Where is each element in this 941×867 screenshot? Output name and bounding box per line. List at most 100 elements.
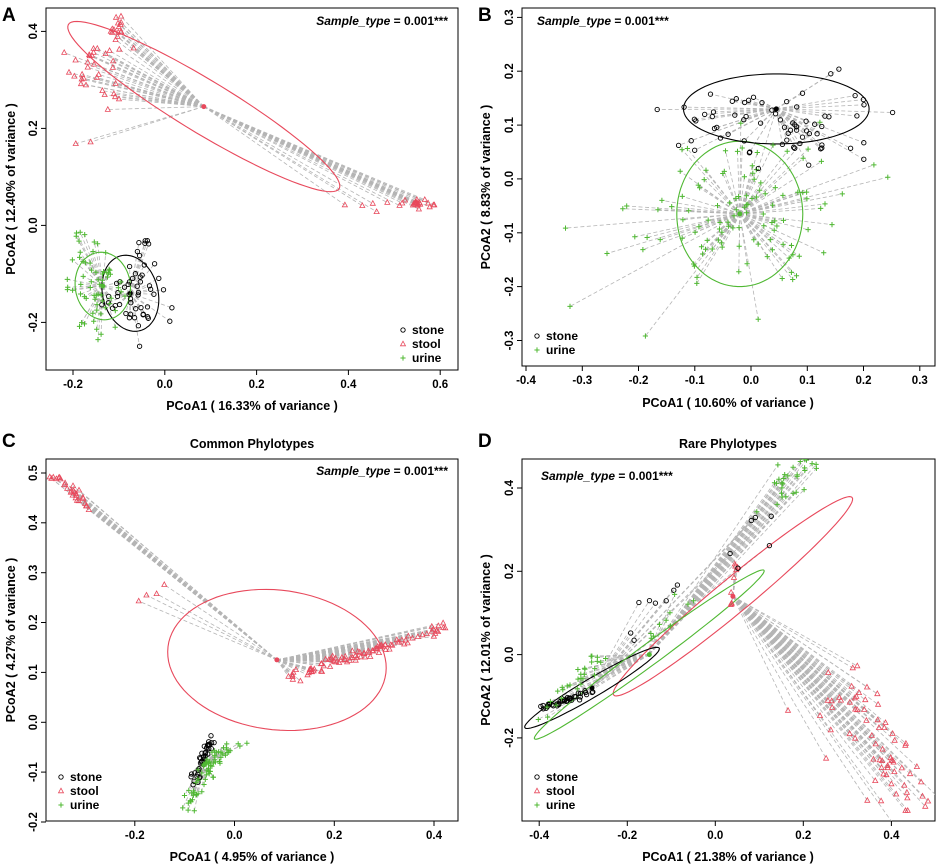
urine-point: [677, 168, 683, 174]
stool-point: [902, 739, 910, 746]
panel-letter-c: C: [2, 431, 16, 452]
urine-point: [663, 617, 669, 623]
spider-line: [732, 596, 892, 785]
urine-point: [591, 672, 598, 678]
urine-point: [781, 475, 787, 482]
stone-point: [136, 239, 142, 246]
stone-point: [792, 122, 798, 128]
urine-point: [715, 237, 721, 243]
urine-point: [772, 218, 778, 224]
urine-point: [91, 239, 97, 245]
stool-point: [356, 648, 363, 655]
stone-point: [819, 142, 825, 148]
urine-point: [804, 196, 810, 202]
urine-point: [695, 182, 701, 188]
y-axis-label-d: PCoA2 ( 12.01% of variance ): [479, 554, 493, 726]
urine-point: [559, 695, 565, 701]
urine-point: [701, 177, 707, 183]
urine-point: [779, 275, 785, 282]
scatter-marks-a: [61, 12, 438, 349]
y-axis-label-b: PCoA2 ( 8.83% of variance ): [479, 105, 493, 270]
stone-point: [681, 104, 687, 110]
urine-point: [794, 472, 800, 478]
panel-b: B -0.4 -0.3 -0.2 -0.1 0.0 0.1 0.2 0.3 -0.3-0.2-…: [478, 5, 936, 410]
stone-point: [115, 290, 121, 296]
stone-point: [814, 131, 820, 137]
stool-point: [421, 196, 428, 202]
urine-point: [753, 194, 759, 200]
urine-point: [790, 464, 796, 470]
stone-point: [794, 104, 800, 110]
stool-point: [533, 787, 541, 794]
stool-point: [890, 758, 897, 765]
stool-point: [389, 641, 396, 648]
stone-point: [573, 694, 579, 700]
spider-line: [775, 108, 801, 144]
urine-point: [648, 630, 654, 637]
x-tick-label: 0.2: [249, 379, 265, 391]
urine-point: [780, 481, 786, 487]
stool-point: [112, 79, 119, 86]
stool-point: [876, 756, 884, 763]
stool-point: [343, 658, 351, 665]
stool-point: [398, 636, 406, 643]
urine-point: [751, 176, 757, 182]
stool-ellipse: [67, 20, 341, 193]
urine-point: [767, 237, 773, 243]
stool-point: [855, 689, 863, 695]
stool-point: [94, 44, 101, 51]
spider-line: [776, 108, 829, 118]
urine-point: [727, 200, 733, 206]
spider-line: [120, 24, 205, 107]
stool-point: [884, 762, 891, 768]
y-tick-label: 0.2: [28, 615, 40, 631]
stool-point: [85, 506, 93, 512]
urine-point: [738, 120, 744, 126]
spider-line: [577, 654, 650, 670]
stool-point: [374, 642, 381, 649]
stool-point: [352, 652, 359, 659]
urine-point: [575, 666, 581, 673]
stone-point: [146, 283, 153, 289]
stool-point: [317, 667, 325, 674]
stool-point: [112, 13, 120, 20]
spider-lines: [538, 459, 935, 821]
urine-point: [762, 191, 768, 197]
spider-line: [81, 78, 204, 107]
stone-point: [860, 96, 867, 103]
stone-point: [567, 695, 574, 702]
urine-point: [564, 683, 570, 689]
spider-line: [725, 150, 741, 214]
urine-point: [112, 324, 118, 330]
urine-point: [73, 230, 80, 236]
stone-point: [188, 774, 194, 780]
spider-line: [739, 148, 809, 215]
urine-point: [700, 251, 706, 257]
stone-point: [188, 771, 195, 777]
y-tick-label: 0.2: [504, 563, 516, 579]
urine-point: [95, 277, 101, 283]
urine-point: [776, 476, 782, 482]
stool-point: [424, 199, 432, 206]
spider-line: [75, 497, 278, 661]
urine-point: [801, 487, 807, 493]
spider-line: [591, 654, 650, 663]
spider-line: [732, 595, 852, 687]
spider-line: [203, 106, 346, 206]
stool-point: [846, 730, 853, 737]
spider-line: [732, 596, 905, 786]
stone-point: [192, 770, 198, 776]
stool-point: [292, 666, 300, 672]
stone-point: [646, 597, 653, 604]
urine-point: [709, 246, 715, 252]
urine-point: [705, 217, 711, 223]
stool-point: [306, 665, 313, 672]
urine-point: [817, 119, 823, 125]
urine-point: [77, 291, 84, 297]
spider-line: [776, 68, 840, 110]
spider-line: [67, 285, 103, 290]
urine-point: [95, 337, 101, 343]
urine-centroid: [737, 211, 743, 217]
stone-point: [828, 71, 834, 77]
spider-line: [732, 596, 882, 802]
